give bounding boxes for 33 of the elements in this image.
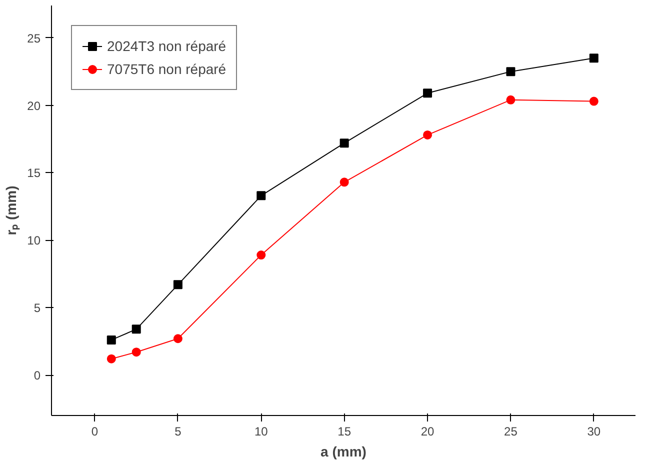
point <box>173 334 182 344</box>
x-axis-title: a (mm) <box>320 444 366 460</box>
point <box>340 138 349 148</box>
y-tick-label: 0 <box>34 368 41 383</box>
x-tick-label: 0 <box>91 424 98 438</box>
x-tick-label: 10 <box>254 424 268 438</box>
point <box>506 95 516 104</box>
point <box>106 354 116 364</box>
y-tick-label: 15 <box>27 166 41 180</box>
point <box>173 280 182 290</box>
x-tick-label: 20 <box>420 424 435 438</box>
x-tick-label: 15 <box>338 424 352 438</box>
x-tick-label: 5 <box>174 424 182 438</box>
y-axis-title: rₚ (mm) <box>3 186 20 236</box>
x-tick-label: 30 <box>587 424 601 438</box>
legend-label: 2024T3 non réparé <box>107 38 226 54</box>
point <box>132 324 141 334</box>
y-tick-label: 5 <box>34 301 41 316</box>
legend-label: 7075T6 non réparé <box>107 61 226 77</box>
point <box>423 88 432 98</box>
point <box>106 335 116 344</box>
y-tick-label: 20 <box>27 98 41 113</box>
y-tick-label: 25 <box>27 31 41 46</box>
y-tick-label: 10 <box>27 234 41 248</box>
point <box>256 250 266 260</box>
point <box>256 191 266 200</box>
point <box>340 178 349 187</box>
point <box>423 130 432 140</box>
x-tick-label: 25 <box>504 424 518 438</box>
point <box>132 348 141 357</box>
point <box>589 54 598 63</box>
point <box>506 67 516 76</box>
point <box>589 96 598 106</box>
